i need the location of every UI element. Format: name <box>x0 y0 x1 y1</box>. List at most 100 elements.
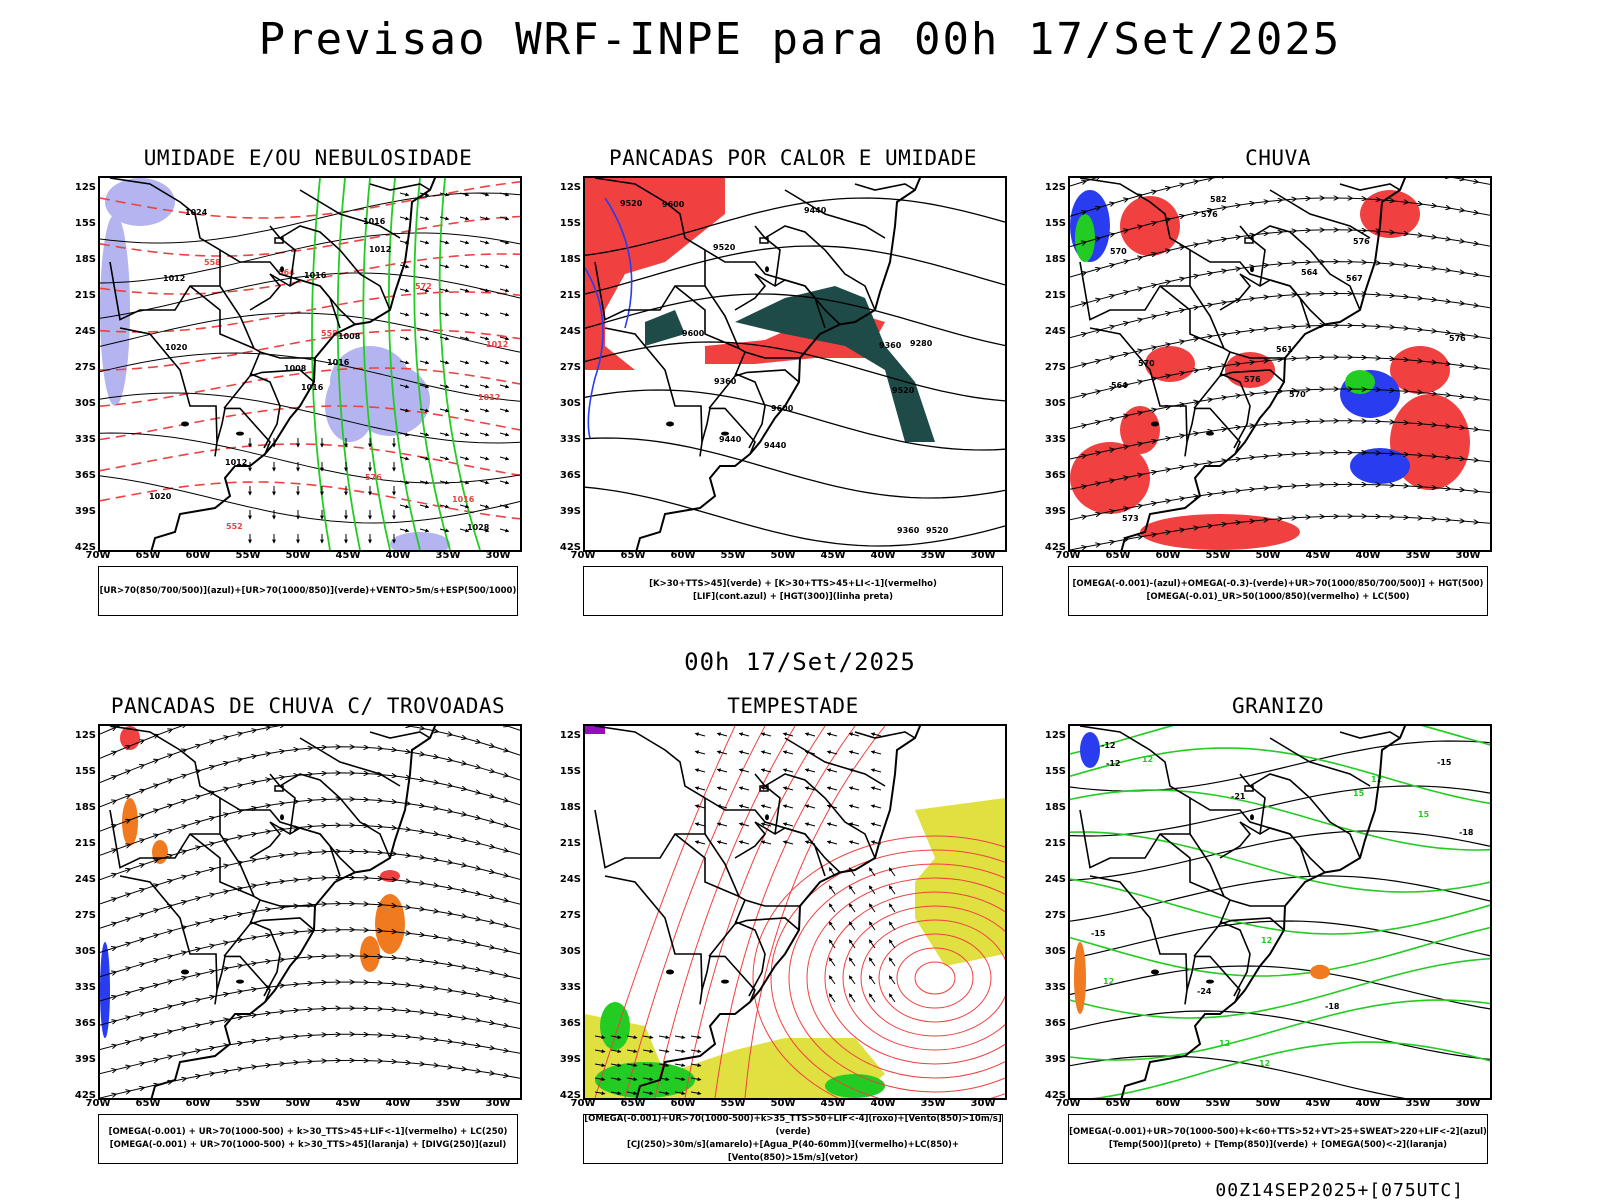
wind-vector <box>594 1077 606 1082</box>
panel-umidade: UMIDADE E/OU NEBULOSIDADE 12S 15S 18S 21S 24… <box>68 146 548 626</box>
map-chuva[interactable]: 582 576 576 576 570 570 570 567 564 564 561 573 576 <box>1068 176 1492 552</box>
lat-tick-label: 36S <box>1044 1018 1066 1029</box>
wind-vector <box>870 804 882 809</box>
temp500-contour <box>1070 1010 1490 1060</box>
lake <box>759 785 769 792</box>
wind-vector <box>399 360 410 365</box>
wind-vector <box>459 408 470 413</box>
wind-vector <box>626 1077 638 1082</box>
wind-vector <box>848 903 856 913</box>
streamline <box>100 1034 520 1075</box>
wind-vector <box>848 786 860 791</box>
humidity-area <box>325 370 375 442</box>
border-line <box>1079 726 1232 957</box>
contour-label: 570 <box>1138 359 1155 368</box>
wind-vector <box>674 1077 686 1082</box>
temp500-contour <box>1070 875 1490 922</box>
border-line <box>249 920 281 997</box>
lat-tick-label: 24S <box>74 874 96 885</box>
border-line <box>249 273 282 311</box>
wind-vector <box>594 1091 606 1096</box>
lon-tick-label: 60W <box>1155 1098 1181 1109</box>
omega-area <box>1345 370 1375 394</box>
wind-vector <box>594 1063 606 1068</box>
panel-title: CHUVA <box>1245 146 1311 170</box>
main-title: Previsao WRF-INPE para 00h 17/Set/2025 <box>258 14 1342 65</box>
streamline <box>100 878 520 929</box>
middle-title: 00h 17/Set/2025 <box>684 648 916 676</box>
map-granizo[interactable]: -12 -12 -15 -15 -18 -18 -21 -24 12 12 12 12 12 12 15 15 <box>1068 724 1492 1100</box>
contour-label: 1028 <box>467 523 490 532</box>
lon-tick-label: 50W <box>1255 1098 1281 1109</box>
lat-tick-label: 36S <box>559 470 581 481</box>
panel-pancadas-calor: PANCADAS POR CALOR E UMIDADE 12S 15S 18S 21… <box>553 146 1033 626</box>
wind-850-area <box>825 1074 885 1098</box>
wind-vector <box>459 432 470 437</box>
contour-label: 576 <box>1353 237 1370 246</box>
border-line <box>784 189 886 239</box>
wind-vector <box>419 240 430 245</box>
wind-vector <box>399 288 410 293</box>
wind-vector <box>870 822 882 827</box>
streamline <box>1070 294 1490 339</box>
border-line <box>1219 372 1251 449</box>
map-umidade[interactable]: 1016 1012 1008 1020 1008 1012 1016 1016 1012 1016… <box>98 176 522 552</box>
wind-vector <box>828 903 836 913</box>
lake <box>274 237 284 244</box>
contour-label: 9440 <box>764 441 787 450</box>
border-line <box>259 899 315 907</box>
map-tempestade[interactable] <box>583 724 1007 1100</box>
wind-vector <box>439 408 450 413</box>
contour-label: 1024 <box>185 208 208 217</box>
map-pancadas-calor[interactable]: 9600 9600 9600 9520 9520 9520 9440 9360 9440 9360… <box>583 176 1007 552</box>
temp850-contour <box>1070 926 1490 977</box>
wind-vector <box>674 1091 686 1096</box>
wind-vector <box>828 939 836 949</box>
wind-vector <box>610 1063 622 1068</box>
wind-vector <box>439 192 450 197</box>
border-line <box>189 833 255 898</box>
map-pancadas-trovoadas[interactable] <box>98 724 522 1100</box>
wind-vector <box>479 288 490 293</box>
rain-area <box>1120 196 1180 256</box>
lon-tick-label: 65W <box>1105 1098 1131 1109</box>
lat-tick-label: 27S <box>1044 910 1066 921</box>
panel-title: PANCADAS DE CHUVA C/ TROVOADAS <box>110 694 506 718</box>
lat-tick-label: 36S <box>559 1018 581 1029</box>
border-line <box>1159 833 1225 898</box>
contour-label: 561 <box>1276 345 1293 354</box>
hgt300-contour <box>585 197 1005 256</box>
lat-tick-label: 36S <box>74 1018 96 1029</box>
lon-tick-label: 60W <box>670 550 696 561</box>
wind-vector <box>479 360 490 365</box>
lon-tick-label: 35W <box>920 1098 946 1109</box>
lon-tick-label: 50W <box>1255 550 1281 561</box>
panel-title: GRANIZO <box>1231 694 1324 718</box>
hail-area <box>1080 732 1100 768</box>
lake <box>666 969 674 975</box>
wind-vector <box>804 732 816 737</box>
lake <box>765 266 769 273</box>
border-line <box>1219 917 1285 931</box>
wind-vector <box>848 993 856 1003</box>
omega500-area <box>1074 942 1086 1014</box>
lat-tick-label: 33S <box>559 434 581 445</box>
map-canvas: 1016 1012 1008 1020 1008 1012 1016 1016 1012 1016… <box>100 178 520 550</box>
border-line <box>754 225 876 311</box>
wind-vector <box>459 264 470 269</box>
wind-vector <box>870 750 882 755</box>
streamline <box>1070 262 1490 308</box>
contour-label: 1012 <box>225 458 247 467</box>
lat-tick-label: 21S <box>559 290 581 301</box>
contour-label: -18 <box>1325 1002 1340 1011</box>
wind-vector <box>868 975 876 985</box>
legend-line: [LIF](cont.azul) + [HGT(300)](linha pret… <box>692 592 894 602</box>
wind-vector <box>642 1049 654 1054</box>
border-line <box>1089 327 1188 443</box>
lat-tick-label: 15S <box>74 218 96 229</box>
lat-tick-label: 24S <box>559 326 581 337</box>
border-line <box>1269 737 1371 787</box>
streamline <box>100 982 520 1026</box>
humidity-area <box>105 178 175 226</box>
lat-tick-label: 12S <box>559 730 581 741</box>
